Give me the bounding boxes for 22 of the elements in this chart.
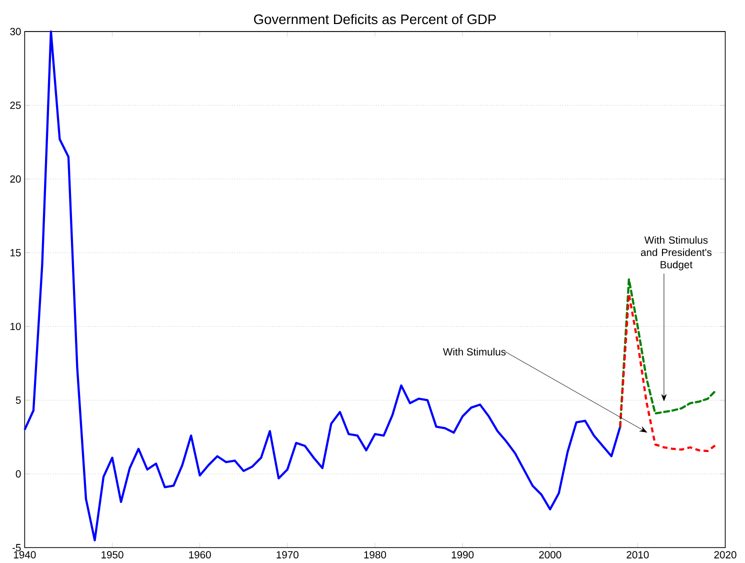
line-series: [619, 278, 718, 428]
annotation: With Stimulus and President's Budget: [640, 236, 712, 270]
y-tick-label: 30: [10, 28, 21, 36]
x-tick-label: 2020: [714, 550, 736, 558]
annotation: With Stimulus: [442, 348, 506, 356]
y-tick-label: 20: [10, 175, 21, 182]
x-tick-label: 1950: [102, 550, 124, 558]
x-tick-label: 1940: [14, 550, 36, 558]
y-tick-label: -5: [12, 544, 21, 552]
chart-title: Government Deficits as Percent of GDP: [254, 14, 496, 24]
y-tick-label: 15: [10, 248, 21, 256]
x-tick-label: 1990: [452, 550, 474, 558]
x-tick-label: 1960: [189, 550, 211, 558]
x-tick-label: 1970: [276, 550, 298, 558]
y-tick-label: 25: [10, 101, 21, 109]
y-tick-label: 0: [16, 470, 21, 478]
y-tick-label: 5: [16, 396, 21, 404]
x-tick-label: 2000: [539, 550, 562, 558]
x-tick-label: 1980: [364, 550, 386, 558]
y-tick-label: 10: [10, 322, 21, 330]
line-series: [619, 292, 718, 452]
x-tick-label: 2010: [626, 550, 649, 558]
